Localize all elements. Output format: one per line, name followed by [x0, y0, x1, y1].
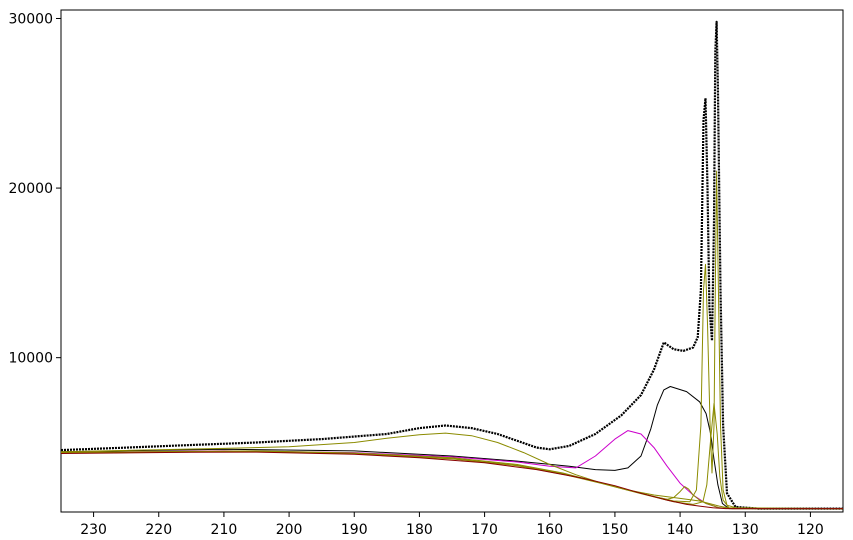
x-tick-label: 150	[602, 522, 629, 538]
x-tick-label: 160	[536, 522, 563, 538]
series-line-0	[60, 20, 843, 510]
series-line-4	[60, 450, 843, 510]
x-tick-label: 130	[732, 522, 759, 538]
x-tick-label: 190	[341, 522, 368, 538]
x-tick-label: 230	[80, 522, 107, 538]
series-line-6	[60, 403, 844, 510]
y-tick-label: 30000	[8, 11, 53, 27]
x-tick-label: 180	[406, 522, 433, 538]
x-tick-label: 220	[145, 522, 172, 538]
plot-area-frame	[60, 9, 844, 513]
x-tick-label: 140	[667, 522, 694, 538]
series-line-3	[60, 432, 843, 510]
y-axis: 10000 20000 30000	[8, 11, 61, 367]
series-layer	[60, 20, 844, 510]
y-tick-label: 10000	[8, 351, 53, 367]
series-line-7	[60, 451, 843, 510]
x-tick-label: 120	[797, 522, 824, 538]
y-tick-label: 20000	[8, 181, 53, 197]
series-line-1	[60, 386, 843, 510]
x-axis: 230 220 210 200 190 180 170 160 150 140 130 120	[80, 512, 824, 538]
x-tick-label: 210	[211, 522, 238, 538]
x-tick-label: 170	[471, 522, 498, 538]
x-tick-label: 200	[276, 522, 303, 538]
